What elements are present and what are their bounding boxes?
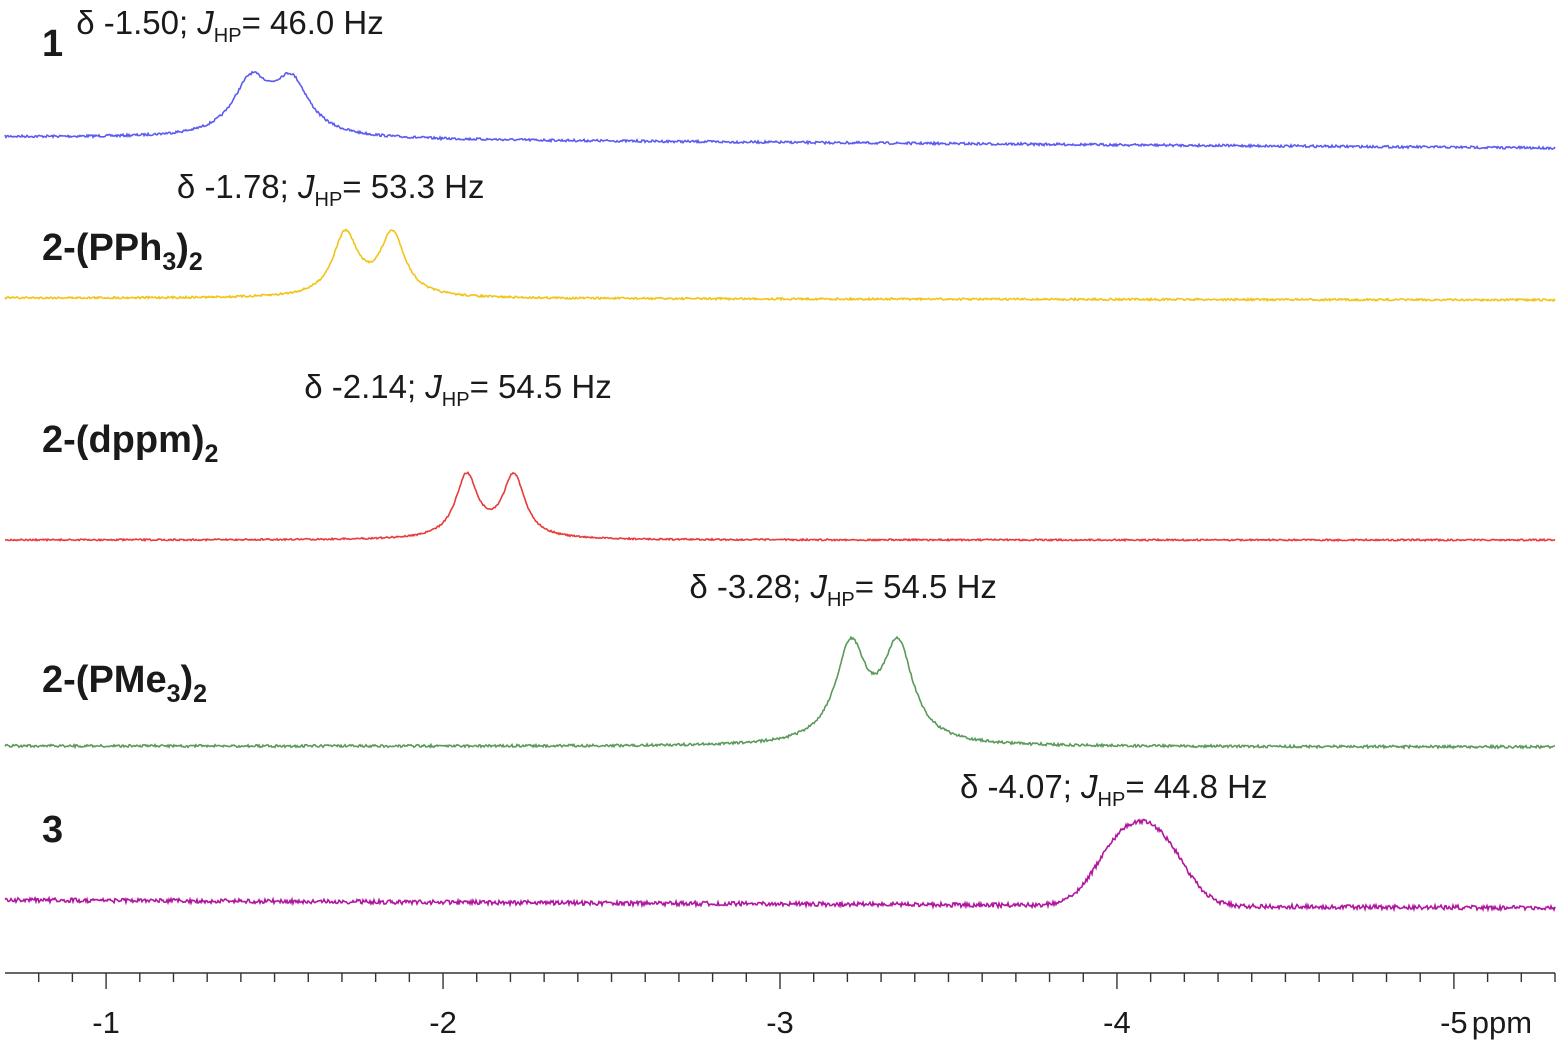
spectrum-trace-2-pme3-2: [4, 635, 1556, 750]
spectra-group: [4, 70, 1556, 913]
compound-labels: 1 2-(PPh3)2 2-(dppm)2 2-(PMe3)2 3: [42, 23, 218, 851]
compound-label-1: 1: [42, 23, 63, 65]
spectrum-trace-2-dppm-2: [4, 471, 1556, 543]
peak-annotations: δ -1.50; JHP= 46.0 Hz δ -1.78; JHP= 53.3 …: [76, 4, 1267, 811]
peak-annotation-3: δ -4.07; JHP= 44.8 Hz: [960, 768, 1268, 811]
x-tick-label: -1: [92, 1005, 120, 1040]
x-axis-unit-label: ppm: [1472, 1005, 1532, 1040]
x-tick-label: -2: [429, 1005, 457, 1040]
spectrum-trace-1: [4, 70, 1556, 151]
peak-annotation-2-pme3-2: δ -3.28; JHP= 54.5 Hz: [689, 568, 997, 611]
x-tick-label: -5: [1440, 1005, 1468, 1040]
peak-annotation-2-dppm-2: δ -2.14; JHP= 54.5 Hz: [304, 368, 612, 411]
x-tick-label: -4: [1103, 1005, 1131, 1040]
spectrum-trace-3: [4, 818, 1556, 913]
compound-label-3: 3: [42, 809, 63, 851]
compound-label-2-dppm-2: 2-(dppm)2: [42, 419, 218, 468]
spectrum-trace-2-pph3-2: [4, 228, 1556, 303]
x-tick-label: -3: [766, 1005, 794, 1040]
peak-annotation-2-pph3-2: δ -1.78; JHP= 53.3 Hz: [177, 168, 485, 211]
peak-annotation-1: δ -1.50; JHP= 46.0 Hz: [76, 4, 384, 47]
x-axis: -1 -2 -3 -4 -5 ppm: [5, 972, 1556, 1040]
compound-label-2-pme3-2: 2-(PMe3)2: [42, 659, 207, 708]
compound-label-2-pph3-2: 2-(PPh3)2: [42, 227, 203, 276]
